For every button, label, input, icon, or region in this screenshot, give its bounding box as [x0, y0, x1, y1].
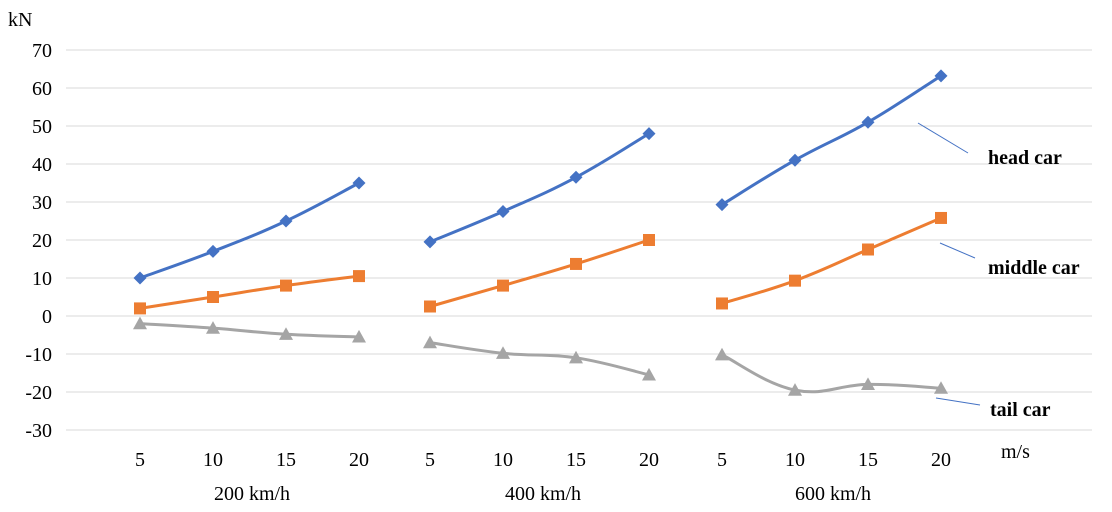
data-point-triangle: [206, 321, 220, 334]
series-line: [139, 274, 360, 310]
data-point-triangle: [642, 367, 656, 381]
data-point-diamond: [569, 170, 583, 184]
x-tick-label: 5: [425, 449, 435, 471]
x-tick-label: 20: [931, 449, 951, 471]
y-tick-label: 60: [32, 78, 52, 100]
x-tick-label: 15: [566, 449, 586, 471]
series-head-car: [133, 69, 948, 285]
series-label: head car: [988, 147, 1062, 169]
data-point-diamond: [715, 198, 729, 212]
data-point-triangle: [934, 381, 948, 394]
annotations: head car middle car tail car: [917, 122, 1080, 421]
y-tick-label: -30: [25, 420, 52, 442]
data-point-triangle: [569, 350, 583, 364]
data-point-triangle: [496, 346, 510, 359]
series-line: [429, 238, 650, 308]
x-tick-label: 15: [276, 449, 296, 471]
data-point-diamond: [788, 153, 802, 167]
y-tick-label: -10: [25, 344, 52, 366]
y-axis-unit-label: kN: [8, 9, 32, 31]
leader-line: [935, 397, 981, 406]
group-label: 200 km/h: [214, 483, 290, 505]
series-label: tail car: [990, 399, 1051, 421]
x-tick-label: 5: [717, 449, 727, 471]
data-point-diamond: [352, 176, 366, 190]
data-point-square: [280, 279, 292, 292]
group-label: 400 km/h: [505, 483, 581, 505]
data-point-triangle: [279, 327, 293, 340]
y-axis-ticks: 70 60 50 40 30 20 10 0 -10 -20 -30: [25, 40, 52, 442]
leader-line: [939, 242, 976, 259]
y-tick-label: 10: [32, 268, 52, 290]
data-point-triangle: [861, 377, 875, 390]
x-tick-label: 10: [203, 449, 223, 471]
data-point-square: [789, 274, 801, 287]
x-tick-label: 10: [785, 449, 805, 471]
group-label: 600 km/h: [795, 483, 871, 505]
data-point-square: [207, 291, 219, 303]
series-line: [721, 74, 942, 206]
series-middle-car: [134, 211, 947, 315]
x-axis-unit-label: m/s: [1001, 441, 1030, 463]
y-tick-label: 30: [32, 192, 52, 214]
data-point-triangle: [423, 335, 437, 349]
data-point-square: [862, 243, 874, 256]
gridlines: [66, 49, 1092, 431]
data-point-square: [935, 211, 947, 224]
data-point-square: [353, 270, 365, 283]
data-point-diamond: [206, 244, 220, 258]
series-line: [139, 181, 360, 280]
data-point-square: [570, 257, 582, 270]
series-line: [721, 353, 942, 394]
leader-line: [917, 122, 969, 154]
y-tick-label: 40: [32, 154, 52, 176]
data-point-square: [497, 279, 509, 292]
x-axis-ticks: 5 10 15 20 200 km/h 5 10 15 20 400 km/h 5 10 15 20 600…: [135, 449, 951, 505]
series-tail-car: [133, 316, 948, 396]
y-tick-label: -20: [25, 382, 52, 404]
y-tick-label: 70: [32, 40, 52, 62]
data-point-square: [716, 297, 728, 310]
series-lines: [133, 69, 948, 396]
series-line: [721, 216, 942, 305]
data-point-diamond: [133, 271, 147, 285]
series-line: [429, 132, 650, 244]
data-point-diamond: [423, 235, 437, 249]
x-tick-label: 15: [858, 449, 878, 471]
x-tick-label: 20: [349, 449, 369, 471]
series-line: [429, 341, 650, 377]
x-tick-label: 5: [135, 449, 145, 471]
x-tick-label: 10: [493, 449, 513, 471]
data-point-diamond: [642, 127, 656, 141]
x-tick-label: 20: [639, 449, 659, 471]
data-point-triangle: [788, 383, 802, 396]
data-point-triangle: [715, 347, 729, 361]
data-point-triangle: [352, 329, 366, 343]
data-point-square: [424, 300, 436, 313]
series-line: [139, 322, 360, 339]
data-point-diamond: [861, 115, 875, 129]
data-point-diamond: [279, 214, 293, 228]
y-tick-label: 0: [42, 306, 52, 328]
data-point-square: [643, 234, 655, 246]
data-point-diamond: [934, 69, 948, 83]
y-tick-label: 50: [32, 116, 52, 138]
data-point-square: [134, 302, 146, 315]
y-tick-label: 20: [32, 230, 52, 252]
series-label: middle car: [988, 257, 1080, 279]
data-point-triangle: [133, 316, 147, 330]
data-point-diamond: [496, 205, 510, 218]
